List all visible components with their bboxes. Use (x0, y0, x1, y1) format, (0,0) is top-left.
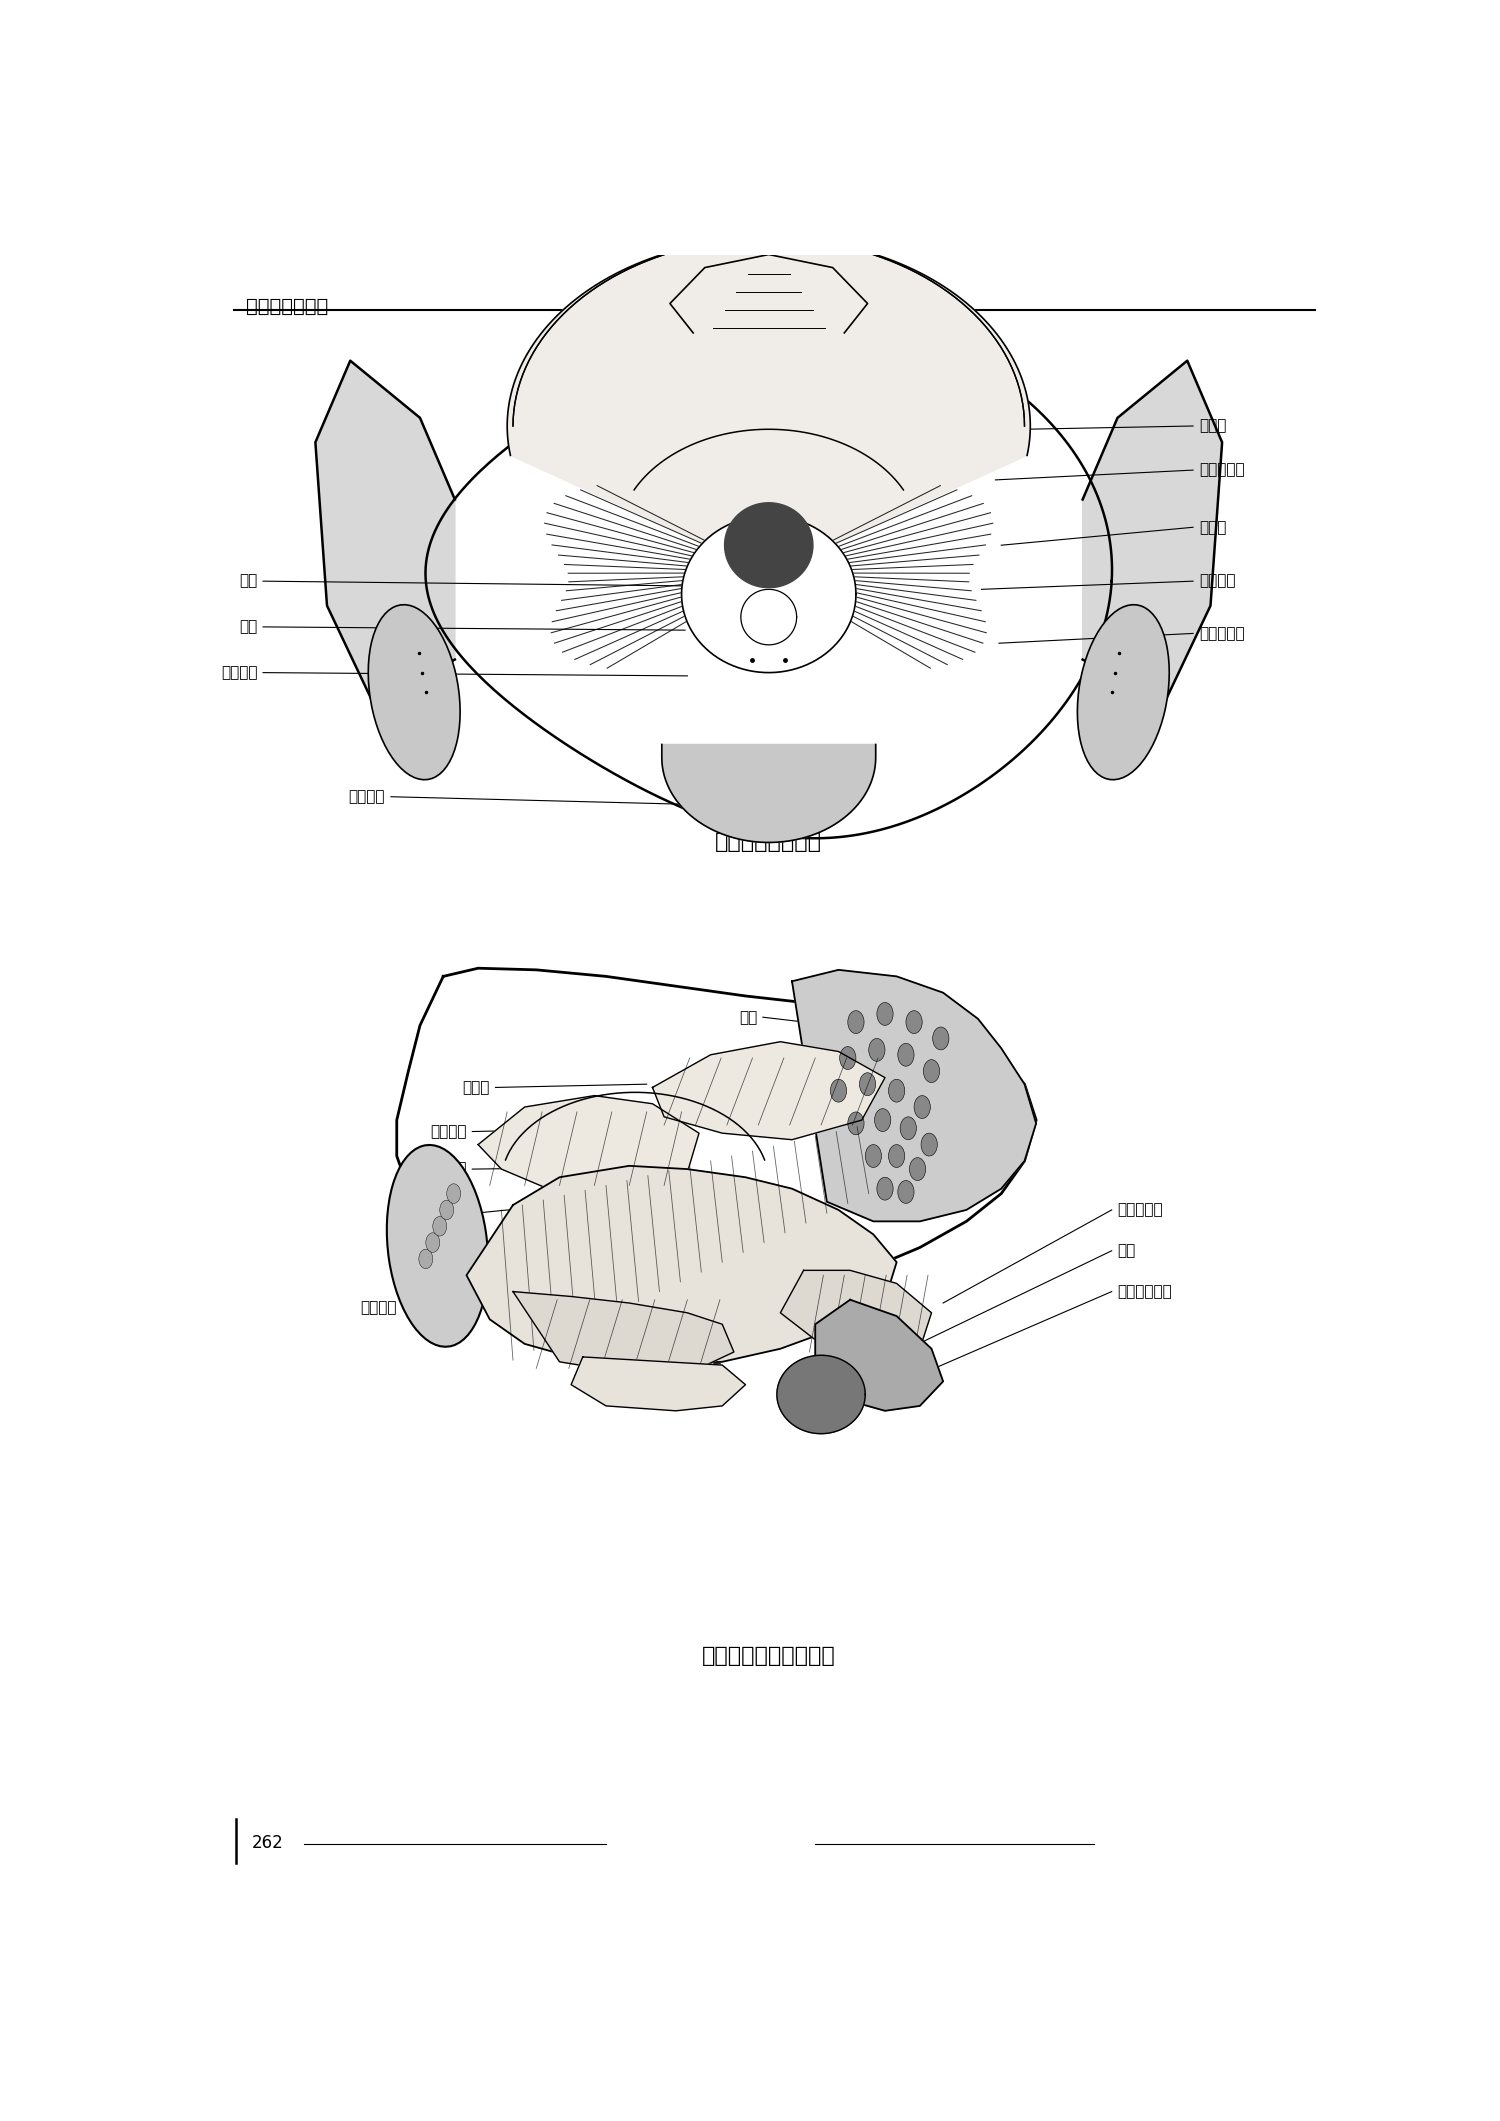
Circle shape (888, 1145, 904, 1167)
Circle shape (840, 1046, 856, 1069)
Circle shape (847, 1111, 864, 1135)
Polygon shape (572, 1357, 746, 1410)
Ellipse shape (387, 1145, 488, 1347)
Text: 盆底肌（正面观）: 盆底肌（正面观） (716, 831, 822, 853)
Circle shape (888, 1080, 904, 1103)
Circle shape (859, 1073, 876, 1097)
Text: 直肠: 直肠 (238, 573, 258, 590)
Circle shape (847, 1012, 864, 1033)
Circle shape (914, 1097, 930, 1118)
Circle shape (909, 1158, 926, 1181)
Text: 直肠尾骨肌: 直肠尾骨肌 (1198, 462, 1245, 477)
Polygon shape (662, 744, 876, 842)
Circle shape (921, 1133, 938, 1156)
Circle shape (426, 1232, 439, 1251)
Text: 耻骨尾骨肌: 耻骨尾骨肌 (1198, 626, 1245, 641)
Text: 弓状韧带: 弓状韧带 (430, 1162, 466, 1177)
Text: 尿生殖膈: 尿生殖膈 (220, 666, 258, 681)
Text: 肛提肌: 肛提肌 (393, 1211, 420, 1226)
Circle shape (433, 1217, 447, 1237)
Circle shape (933, 1027, 950, 1050)
Circle shape (874, 1109, 891, 1130)
Polygon shape (780, 1270, 932, 1357)
Circle shape (900, 1118, 916, 1139)
Polygon shape (315, 361, 454, 704)
Circle shape (865, 1145, 882, 1167)
Polygon shape (741, 590, 796, 645)
Polygon shape (426, 325, 1112, 838)
Polygon shape (792, 969, 1036, 1222)
Text: 肛提肌: 肛提肌 (1198, 520, 1227, 534)
Text: 肛门外括约肌: 肛门外括约肌 (1118, 1283, 1173, 1298)
Circle shape (419, 1249, 434, 1268)
Circle shape (868, 1039, 885, 1060)
Polygon shape (777, 1355, 865, 1434)
Text: 会阴浅横肌: 会阴浅横肌 (676, 1362, 722, 1377)
Text: 骶骨: 骶骨 (740, 1010, 758, 1024)
Text: 尿道: 尿道 (238, 619, 258, 634)
Circle shape (878, 1003, 892, 1024)
Polygon shape (466, 1167, 897, 1366)
Ellipse shape (369, 604, 460, 781)
Text: 梨状肌: 梨状肌 (462, 1080, 489, 1094)
Text: 尿生殖膈: 尿生殖膈 (360, 1300, 396, 1315)
Polygon shape (513, 1292, 734, 1372)
Text: 直肠: 直肠 (1118, 1243, 1136, 1258)
Text: 262: 262 (252, 1835, 284, 1852)
Polygon shape (507, 238, 1030, 573)
Text: 闭孔内肌: 闭孔内肌 (430, 1124, 466, 1139)
Polygon shape (478, 1097, 699, 1194)
Circle shape (440, 1200, 453, 1220)
Polygon shape (670, 255, 867, 333)
Text: 直肠尾骨肌: 直肠尾骨肌 (1118, 1203, 1162, 1217)
Circle shape (924, 1060, 939, 1082)
Text: 尾骨肌: 尾骨肌 (1198, 418, 1227, 433)
Ellipse shape (1077, 604, 1168, 781)
Polygon shape (724, 503, 813, 588)
Polygon shape (816, 1300, 944, 1410)
Circle shape (906, 1012, 922, 1033)
Text: 耻骨联合: 耻骨联合 (348, 789, 386, 804)
Circle shape (898, 1181, 914, 1203)
Polygon shape (681, 515, 856, 672)
Text: 外科解剖学图谱: 外科解剖学图谱 (246, 297, 328, 316)
Polygon shape (1083, 361, 1222, 704)
Circle shape (878, 1177, 892, 1200)
Circle shape (831, 1080, 846, 1103)
Text: 弓状韧带: 弓状韧带 (1198, 573, 1236, 590)
Text: 与尿道相关的盆底肌肉: 与尿道相关的盆底肌肉 (702, 1646, 836, 1665)
Circle shape (898, 1044, 914, 1067)
Polygon shape (396, 967, 1036, 1302)
Circle shape (447, 1184, 460, 1203)
Polygon shape (652, 1041, 885, 1139)
